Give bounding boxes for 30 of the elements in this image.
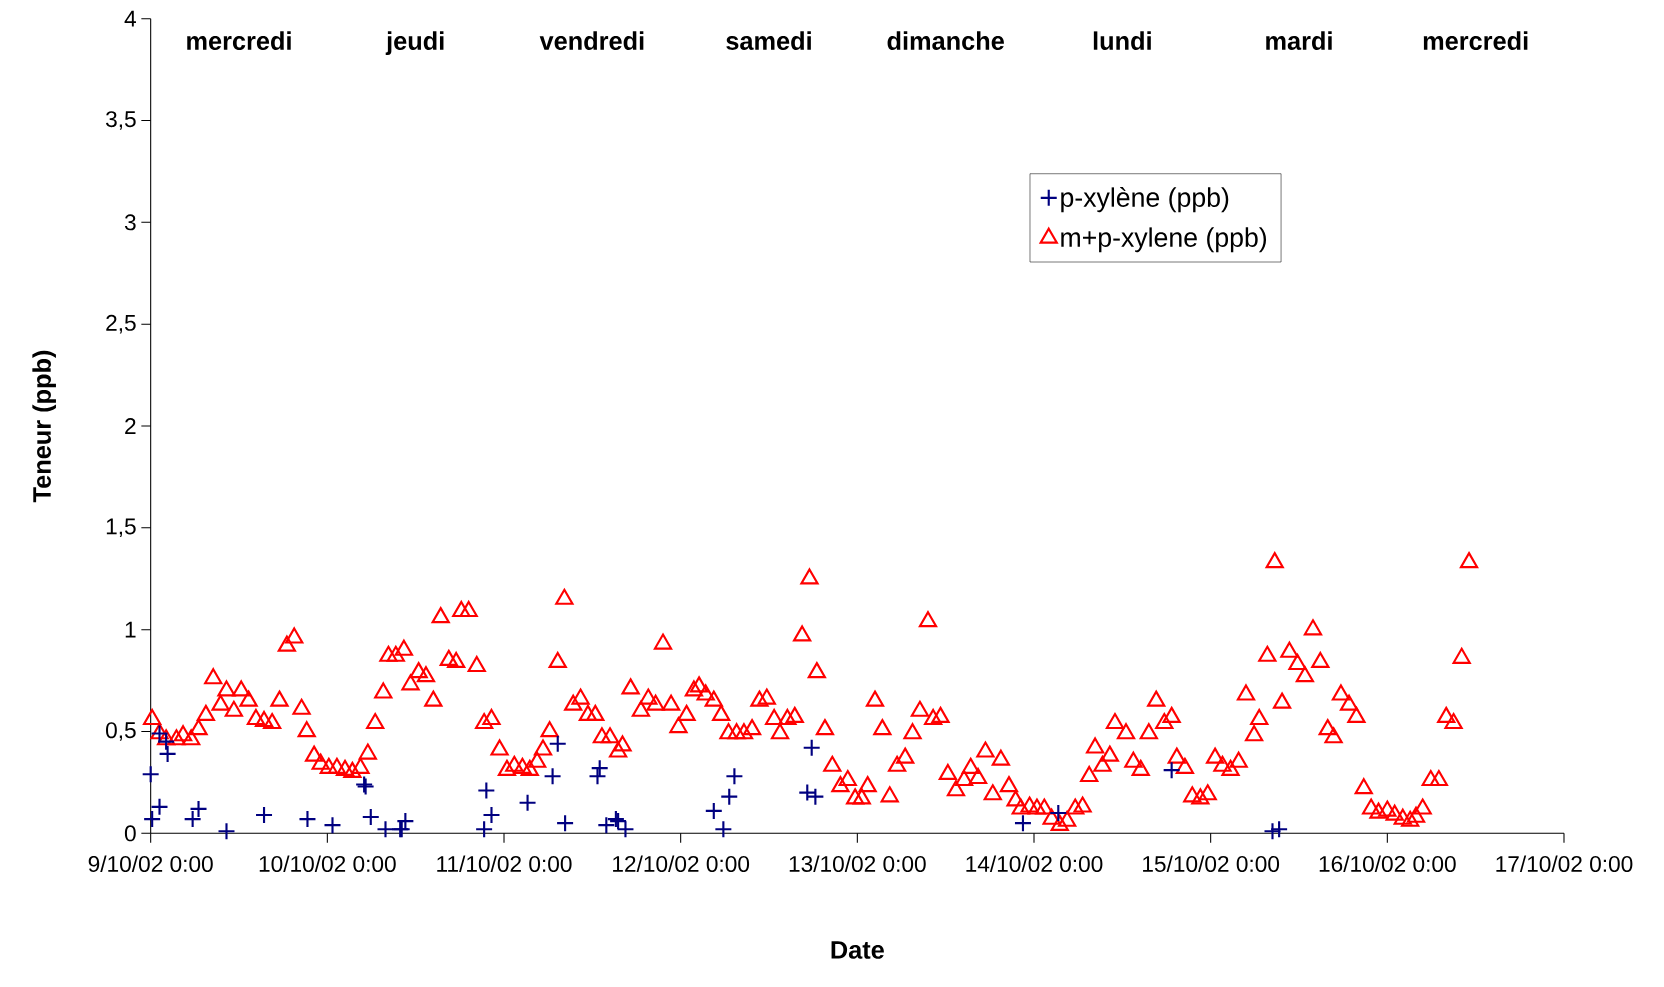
- annotation: dimanche: [887, 31, 1004, 51]
- y-tick-label: 1: [125, 622, 136, 638]
- x-tick-label: 9/10/02 0:00: [88, 855, 213, 873]
- y-tick-label: 4: [124, 11, 136, 27]
- y-tick-label: 0,5: [106, 722, 136, 742]
- y-tick-label: 2,5: [106, 314, 136, 334]
- y-tick-label: 3,5: [105, 111, 136, 131]
- legend-label: p-xylène (ppb): [1061, 187, 1229, 213]
- x-tick-label: 11/10/02 0:00: [437, 855, 572, 873]
- x-tick-label: 17/10/02 0:00: [1496, 855, 1633, 873]
- x-tick-label: 10/10/02 0:00: [259, 855, 396, 873]
- annotation: mardi: [1266, 31, 1332, 51]
- y-tick-label: 1,5: [106, 518, 136, 538]
- legend-label: m+p-xylene (ppb): [1061, 227, 1267, 253]
- annotation: vendredi: [539, 31, 644, 51]
- annotation: mercredi: [1423, 31, 1528, 51]
- y-tick-label: 0: [124, 825, 136, 842]
- annotation: lundi: [1093, 31, 1151, 51]
- annotation: samedi: [726, 31, 811, 51]
- x-tick-label: 16/10/02 0:00: [1319, 855, 1456, 873]
- x-tick-label: 12/10/02 0:00: [613, 855, 750, 873]
- x-axis-title: Date: [831, 941, 884, 960]
- y-tick-label: 2: [125, 418, 136, 435]
- x-tick-label: 15/10/02 0:00: [1143, 855, 1280, 873]
- y-tick-label: 3: [124, 214, 136, 231]
- annotation: jeudi: [385, 31, 444, 56]
- y-axis-title: Teneur (ppb): [32, 350, 56, 503]
- x-tick-label: 14/10/02 0:00: [966, 855, 1103, 873]
- x-tick-label: 13/10/02 0:00: [789, 855, 926, 873]
- annotation: mercredi: [187, 31, 291, 51]
